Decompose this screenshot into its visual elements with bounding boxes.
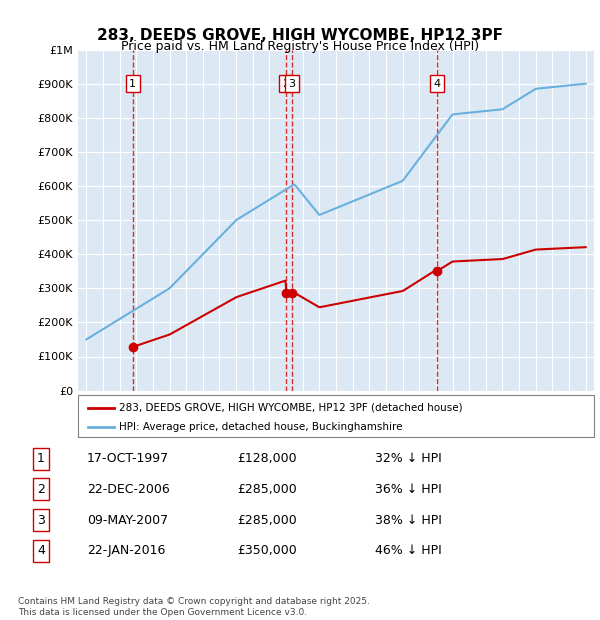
- Text: 1: 1: [129, 79, 136, 89]
- Text: 22-JAN-2016: 22-JAN-2016: [87, 544, 166, 557]
- Text: £285,000: £285,000: [237, 513, 296, 526]
- Text: 1: 1: [37, 452, 45, 465]
- Text: 2: 2: [282, 79, 289, 89]
- Text: £350,000: £350,000: [237, 544, 296, 557]
- Text: 4: 4: [37, 544, 45, 557]
- Text: 3: 3: [289, 79, 296, 89]
- Text: 283, DEEDS GROVE, HIGH WYCOMBE, HP12 3PF (detached house): 283, DEEDS GROVE, HIGH WYCOMBE, HP12 3PF…: [119, 402, 463, 412]
- Text: 22-DEC-2006: 22-DEC-2006: [87, 483, 170, 496]
- Text: 09-MAY-2007: 09-MAY-2007: [87, 513, 168, 526]
- Text: Price paid vs. HM Land Registry's House Price Index (HPI): Price paid vs. HM Land Registry's House …: [121, 40, 479, 53]
- Text: 32% ↓ HPI: 32% ↓ HPI: [375, 452, 442, 465]
- Text: £128,000: £128,000: [237, 452, 296, 465]
- Text: £285,000: £285,000: [237, 483, 296, 496]
- Text: 46% ↓ HPI: 46% ↓ HPI: [375, 544, 442, 557]
- FancyBboxPatch shape: [78, 395, 594, 437]
- Text: 17-OCT-1997: 17-OCT-1997: [87, 452, 169, 465]
- Text: 4: 4: [433, 79, 440, 89]
- Text: 283, DEEDS GROVE, HIGH WYCOMBE, HP12 3PF: 283, DEEDS GROVE, HIGH WYCOMBE, HP12 3PF: [97, 28, 503, 43]
- Text: 2: 2: [37, 483, 45, 496]
- Text: HPI: Average price, detached house, Buckinghamshire: HPI: Average price, detached house, Buck…: [119, 422, 403, 432]
- Text: Contains HM Land Registry data © Crown copyright and database right 2025.
This d: Contains HM Land Registry data © Crown c…: [18, 598, 370, 617]
- Text: 3: 3: [37, 513, 45, 526]
- Text: 38% ↓ HPI: 38% ↓ HPI: [375, 513, 442, 526]
- Text: 36% ↓ HPI: 36% ↓ HPI: [375, 483, 442, 496]
